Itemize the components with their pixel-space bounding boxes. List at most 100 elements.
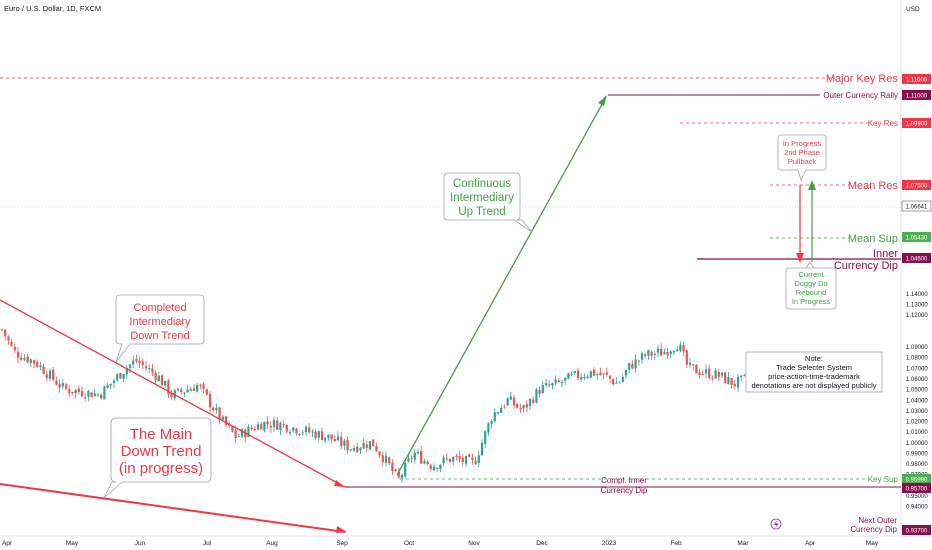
candle xyxy=(26,354,29,364)
candle xyxy=(682,341,685,357)
candle xyxy=(282,420,285,428)
intermediary-up-trend-line xyxy=(396,96,607,476)
candle xyxy=(122,373,125,383)
candle xyxy=(250,425,253,431)
candle xyxy=(266,416,269,429)
candle xyxy=(618,381,621,384)
trend-lines xyxy=(0,95,816,533)
candle xyxy=(384,451,388,467)
candle xyxy=(634,354,637,374)
candle xyxy=(295,427,298,436)
candle xyxy=(368,440,372,451)
lightning-icon[interactable] xyxy=(770,518,782,530)
candle xyxy=(439,464,442,472)
symbol-title: Euro / U.S. Dollar, 1D, FXCM xyxy=(4,4,101,13)
price-tag-label: 1.06641 xyxy=(906,205,928,211)
candle xyxy=(621,374,624,383)
candle xyxy=(717,368,720,381)
candle xyxy=(436,467,439,472)
note-box: Note: Trade Selecter System price-action… xyxy=(745,351,883,393)
candle xyxy=(170,389,173,400)
candle xyxy=(698,368,701,379)
x-tick-label: Apr xyxy=(805,540,816,547)
candle xyxy=(612,378,615,386)
candle xyxy=(164,380,167,388)
candle xyxy=(509,392,512,400)
completed-down-trend-arrowhead xyxy=(334,480,345,487)
candle xyxy=(589,370,592,379)
candle xyxy=(733,379,736,390)
candle xyxy=(564,377,567,386)
key-sup-label: Key Sup xyxy=(868,475,899,484)
y-tick-label: 1.05000 xyxy=(906,388,928,394)
candle xyxy=(560,379,564,388)
candle xyxy=(292,427,295,433)
y-tick-label: 1.00000 xyxy=(906,441,928,447)
candle xyxy=(416,448,420,456)
candle xyxy=(61,379,64,390)
candle xyxy=(215,403,218,414)
price-tag-label: 0.95700 xyxy=(906,487,928,493)
candle xyxy=(324,437,327,444)
callout-continuous-trend: Continuous Intermediary Up Trend xyxy=(443,172,533,233)
mean-sup-label: Mean Sup xyxy=(848,233,898,245)
candle xyxy=(183,392,186,398)
candle xyxy=(692,364,695,371)
candle xyxy=(10,339,13,347)
candle xyxy=(64,382,68,391)
candle xyxy=(16,346,20,363)
candle xyxy=(631,360,634,369)
candle xyxy=(663,348,666,355)
y-tick-label: 0.98000 xyxy=(906,462,928,468)
next-outer-label-2: Currency Dip xyxy=(850,525,897,534)
candle xyxy=(480,439,484,456)
candle xyxy=(349,448,352,453)
candle xyxy=(624,369,628,379)
price-tag: 1.04600 xyxy=(902,253,931,263)
candle xyxy=(512,394,516,409)
candle xyxy=(23,354,26,362)
candle xyxy=(452,455,455,466)
candle xyxy=(647,349,650,360)
candle xyxy=(106,383,109,389)
candle xyxy=(308,423,311,434)
candle xyxy=(653,350,656,360)
candle xyxy=(605,367,608,377)
candle xyxy=(144,361,148,372)
candle xyxy=(650,350,653,361)
candle xyxy=(199,383,202,390)
candle xyxy=(13,343,16,353)
candle xyxy=(52,367,55,382)
price-tag: 1.07500 xyxy=(902,180,931,190)
inner-dip-label-2: Currency Dip xyxy=(834,260,898,272)
candle xyxy=(154,370,157,386)
candle xyxy=(208,390,212,413)
candle xyxy=(493,408,496,424)
candle xyxy=(330,434,333,444)
candle xyxy=(583,373,586,380)
x-tick-label: May xyxy=(66,540,79,547)
candle xyxy=(554,375,557,386)
pullback-arrowhead xyxy=(796,253,804,263)
candle xyxy=(532,396,535,405)
candle xyxy=(541,381,544,394)
candle xyxy=(596,372,599,380)
continuous-trend-line1: Continuous xyxy=(453,178,511,190)
pullback-line3: Pullback xyxy=(788,157,817,166)
x-tick-label: Nov xyxy=(468,540,480,547)
candle xyxy=(71,391,74,395)
x-tick-label: Apr xyxy=(2,540,13,547)
y-tick-label: 1.13000 xyxy=(906,303,928,309)
candle xyxy=(320,427,324,441)
price-tag-label: 1.09900 xyxy=(906,122,928,128)
x-tick-label: Jun xyxy=(135,540,146,547)
candle xyxy=(394,468,397,472)
candle xyxy=(4,329,7,341)
y-tick-label: 1.09000 xyxy=(906,345,928,351)
candle xyxy=(672,350,676,355)
candle xyxy=(77,385,80,395)
candle xyxy=(138,356,141,368)
candle xyxy=(356,443,359,453)
y-tick-label: 1.02000 xyxy=(906,420,928,426)
